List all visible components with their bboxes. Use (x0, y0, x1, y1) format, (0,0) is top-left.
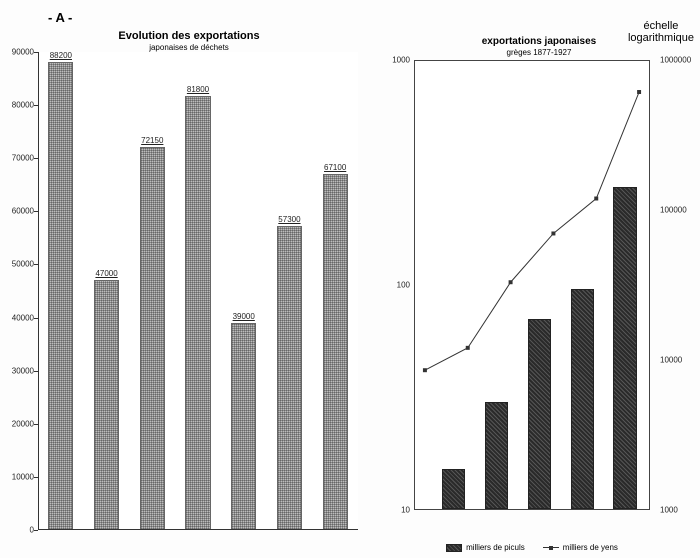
legend-line-label: milliers de yens (563, 543, 618, 552)
right-line-marker (637, 90, 641, 94)
left-bar-label: 39000 (219, 312, 269, 321)
right-left-y-tick: 100 (397, 281, 410, 290)
left-bar (94, 280, 119, 530)
right-left-y-tick: 10 (401, 506, 410, 515)
right-line-marker (466, 346, 470, 350)
right-y-axis-left: 101001000 (378, 60, 412, 510)
legend-line-swatch-icon (543, 547, 559, 548)
left-y-tick: 80000 (12, 101, 34, 110)
right-right-y-tick: 10000 (660, 356, 682, 365)
left-chart-title: Evolution des exportations (0, 30, 378, 42)
left-bar-label: 81800 (173, 85, 223, 94)
left-bar-label: 72150 (127, 136, 177, 145)
legend-bars-swatch-icon (446, 544, 462, 552)
right-line-marker (423, 368, 427, 372)
left-bar (231, 323, 256, 530)
legend-bars: milliers de piculs (446, 543, 525, 552)
right-bar (571, 289, 595, 509)
left-y-tick: 50000 (12, 260, 34, 269)
left-y-tick: 30000 (12, 366, 34, 375)
left-bar-label: 57300 (264, 215, 314, 224)
right-line-marker (551, 231, 555, 235)
left-bar-label: 67100 (310, 163, 360, 172)
right-plot-area (414, 60, 650, 510)
left-bar (185, 96, 210, 530)
right-left-y-tick: 1000 (392, 56, 410, 65)
right-right-y-tick: 1000000 (660, 56, 691, 65)
right-chart-panel: exportations japonaises grèges 1877-1927… (378, 0, 700, 558)
charts-container: Evolution des exportations japonaises de… (0, 0, 700, 558)
left-bar (277, 226, 302, 530)
left-y-axis: 0100002000030000400005000060000700008000… (0, 52, 36, 530)
legend-bars-label: milliers de piculs (466, 543, 525, 552)
left-bar (140, 147, 165, 530)
right-right-y-tick: 100000 (660, 206, 687, 215)
left-chart-panel: Evolution des exportations japonaises de… (0, 0, 378, 558)
left-y-tick: 60000 (12, 207, 34, 216)
left-y-tick: 90000 (12, 48, 34, 57)
left-bar (323, 174, 348, 530)
left-bar (48, 62, 73, 530)
right-bar (442, 469, 466, 509)
right-y-axis-right: 1000100001000001000000 (658, 60, 698, 510)
left-plot-area: 88200 47000 72150 81800 39000 57300 67100 (38, 52, 358, 530)
legend-line: milliers de yens (543, 543, 618, 552)
left-bar-label: 88200 (36, 51, 86, 60)
right-line-marker (509, 280, 513, 284)
left-y-tick: 40000 (12, 313, 34, 322)
left-bar-label: 47000 (82, 269, 132, 278)
right-chart-subtitle: grèges 1877-1927 (378, 48, 700, 57)
right-bar (485, 402, 509, 509)
right-bar (613, 187, 637, 509)
left-y-tick: 20000 (12, 419, 34, 428)
right-right-y-tick: 1000 (660, 506, 678, 515)
left-y-tick: 70000 (12, 154, 34, 163)
right-legend: milliers de piculs milliers de yens (414, 543, 650, 552)
echelle-label: échellelogarithmique (628, 20, 694, 44)
left-y-tick: 10000 (12, 472, 34, 481)
right-bar (528, 319, 552, 509)
right-line-marker (594, 197, 598, 201)
